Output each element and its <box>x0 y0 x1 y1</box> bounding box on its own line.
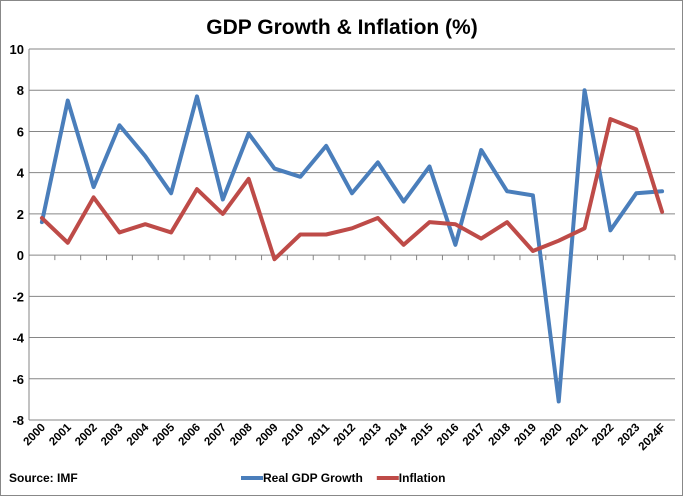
x-tick-label: 2019 <box>512 422 539 449</box>
legend: Real GDP Growth Inflation <box>241 471 445 485</box>
x-tick-label: 2024F <box>637 422 669 454</box>
x-tick-label: 2021 <box>564 421 591 448</box>
source-note: Source: IMF <box>9 471 78 485</box>
x-tick-label: 2022 <box>590 422 617 449</box>
chart-title: GDP Growth & Inflation (%) <box>206 16 477 39</box>
x-tick-label: 2002 <box>73 422 100 449</box>
x-tick-label: 2012 <box>332 422 359 449</box>
x-tick-label: 2018 <box>487 421 514 448</box>
x-tick-label: 2006 <box>176 422 203 449</box>
x-tick-label: 2014 <box>383 421 410 448</box>
x-tick-label: 2017 <box>461 422 488 449</box>
x-tick-label: 2010 <box>280 422 307 449</box>
x-tick-label: 2016 <box>435 422 462 449</box>
x-tick-label: 2015 <box>409 421 436 448</box>
y-tick-label: -8 <box>12 413 24 428</box>
legend-label: Inflation <box>399 471 446 485</box>
x-tick-label: 2005 <box>151 421 178 448</box>
y-tick-label: 6 <box>17 124 24 139</box>
y-tick-label: 0 <box>17 248 24 263</box>
x-tick-label: 2003 <box>99 422 126 449</box>
series-line <box>39 88 665 404</box>
y-tick-label: 8 <box>17 83 24 98</box>
x-tick-label: 2001 <box>47 421 74 448</box>
y-tick-label: 2 <box>17 207 24 222</box>
y-tick-label: 10 <box>10 42 24 57</box>
y-tick-label: 4 <box>17 166 25 181</box>
x-tick-label: 2004 <box>125 421 152 448</box>
x-tick-label: 2000 <box>21 422 48 449</box>
x-tick-label: 2007 <box>202 422 229 449</box>
series-line <box>39 117 665 262</box>
y-tick-label: -2 <box>12 289 24 304</box>
x-tick-label: 2008 <box>228 421 255 448</box>
x-tick-label: 2013 <box>357 422 384 449</box>
legend-label: Real GDP Growth <box>263 471 363 485</box>
x-tick-label: 2011 <box>306 421 333 448</box>
y-tick-label: -4 <box>12 331 24 346</box>
y-tick-label: -6 <box>12 372 24 387</box>
x-tick-label: 2009 <box>254 422 281 449</box>
x-tick-label: 2020 <box>538 422 565 449</box>
